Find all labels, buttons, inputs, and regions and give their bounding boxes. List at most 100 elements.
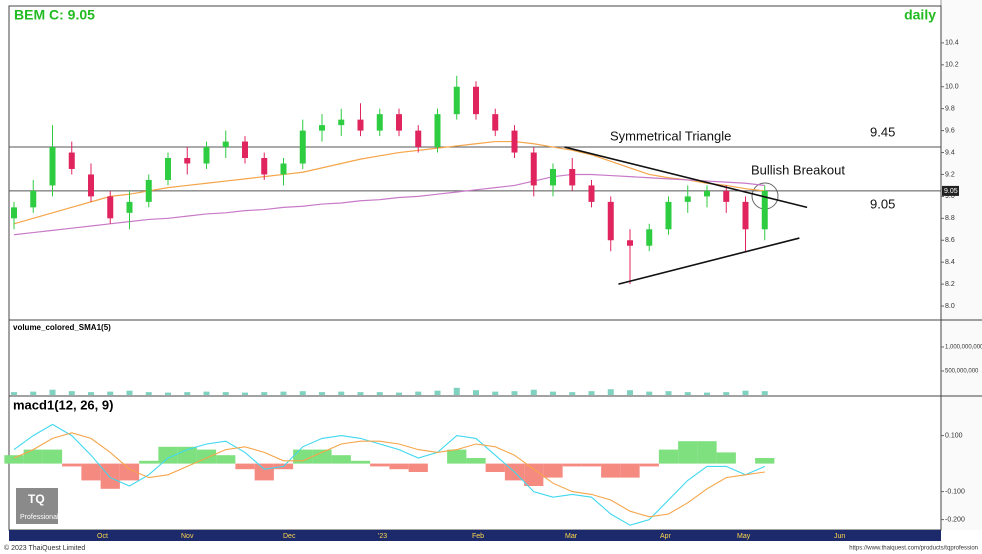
histogram-bar <box>524 463 544 486</box>
volume-bar <box>319 392 325 395</box>
candle-body <box>184 158 191 164</box>
histogram-bar <box>408 463 428 472</box>
volume-bar <box>165 392 171 395</box>
histogram-bar <box>158 446 178 464</box>
histogram-bar <box>23 449 43 464</box>
histogram-bar <box>543 463 563 478</box>
y-tick-label: -0.100 <box>945 488 965 495</box>
histogram-bar <box>4 455 24 464</box>
candle-body <box>607 201 614 241</box>
y-tick-label: 8.8 <box>945 215 955 222</box>
candle-body <box>627 240 633 246</box>
histogram-bar <box>581 463 602 467</box>
candle-body <box>357 119 364 131</box>
volume-bar <box>761 391 768 395</box>
y-tick-label: 500,000,000 <box>945 369 979 375</box>
volume-bar <box>357 392 364 395</box>
volume-bar <box>607 389 614 395</box>
histogram-bar <box>81 463 101 481</box>
candle-body <box>550 168 556 186</box>
volume-bar <box>242 392 248 395</box>
candle-body <box>280 163 287 175</box>
candle-body <box>299 130 306 164</box>
volume-bar <box>569 392 576 395</box>
x-tick-label: Dec <box>283 533 296 540</box>
trendline <box>564 146 808 209</box>
volume-bar <box>511 391 518 395</box>
volume-bar <box>473 390 479 395</box>
candle-body <box>165 158 171 180</box>
histogram-bar <box>350 460 371 464</box>
volume-bar <box>646 391 653 395</box>
histogram-bar <box>119 463 140 481</box>
y-tick-label: -0.200 <box>945 516 965 523</box>
candle-body <box>338 119 345 126</box>
panel-title: volume_colored_SMA1(5) <box>13 323 111 332</box>
candle-body <box>569 168 576 186</box>
histogram-bar <box>447 449 467 464</box>
histogram-bar <box>466 458 486 464</box>
y-tick-label: 9.2 <box>945 171 955 178</box>
volume-bar <box>126 390 133 395</box>
panel-title: macd1(12, 26, 9) <box>13 397 113 412</box>
volume-bar <box>88 392 94 395</box>
y-tick-label: 1,000,000,000 <box>945 345 982 351</box>
histogram-bar <box>601 463 621 478</box>
histogram-bar <box>755 458 775 464</box>
volume-bar <box>396 392 402 395</box>
candle-body <box>68 152 75 169</box>
volume-bar <box>107 391 114 395</box>
volume-bar <box>203 391 210 395</box>
y-tick-label: 9.0 <box>945 193 955 200</box>
logo-box <box>16 488 58 524</box>
histogram-bar <box>678 441 698 464</box>
candle-body <box>242 141 248 159</box>
candle-body <box>49 147 56 186</box>
x-tick-label: May <box>737 533 751 540</box>
price-tag-label: 9.05 <box>944 188 958 195</box>
volume-bar <box>530 389 537 395</box>
candle-body <box>261 158 268 175</box>
volume-bar <box>222 392 229 395</box>
axis-area <box>941 0 982 530</box>
trendline <box>618 237 800 285</box>
candle-body <box>145 179 152 202</box>
candle-body <box>30 190 37 208</box>
histogram-bar <box>216 455 236 464</box>
candle-body <box>222 141 229 148</box>
candle-body <box>530 152 537 186</box>
histogram-bar <box>389 463 409 470</box>
volume-bar <box>453 387 460 395</box>
volume-bar <box>145 392 152 395</box>
y-tick-label: 8.0 <box>945 303 955 310</box>
y-tick-label: 0.100 <box>945 432 963 439</box>
volume-bar <box>492 391 499 395</box>
histogram-bar <box>62 463 82 467</box>
line-series <box>13 173 765 236</box>
candle-body <box>415 130 422 148</box>
y-tick-label: 8.4 <box>945 259 955 266</box>
volume-bar <box>30 391 37 395</box>
y-tick-label: 9.6 <box>945 127 955 134</box>
volume-bar <box>68 391 75 395</box>
level-label: 9.05 <box>870 196 895 211</box>
x-tick-label: Oct <box>97 533 108 540</box>
histogram-bar <box>139 460 159 464</box>
candle-body <box>319 125 325 131</box>
histogram-bar <box>697 441 717 464</box>
volume-bar <box>684 392 691 395</box>
line-series <box>13 432 765 518</box>
x-tick-label: Mar <box>565 533 578 540</box>
histogram-bar <box>716 452 736 464</box>
candle-body <box>742 201 749 230</box>
candle-body <box>511 130 518 153</box>
logo: TQ <box>28 492 45 506</box>
candle-body <box>473 86 479 115</box>
level-label: 9.45 <box>870 124 895 139</box>
candle-body <box>434 114 441 148</box>
candle-body <box>126 201 133 213</box>
x-tick-label: Jun <box>834 533 845 540</box>
line-series <box>13 140 765 225</box>
volume-bar <box>280 391 287 395</box>
